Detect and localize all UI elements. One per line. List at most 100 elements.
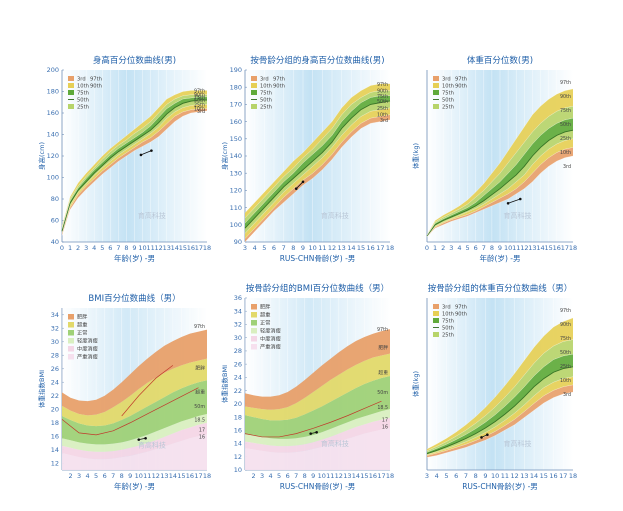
bmi-band xyxy=(62,329,207,416)
y-tick-label: 12 xyxy=(51,459,59,467)
end-label: 17 xyxy=(382,418,388,424)
x-tick-label: 12 xyxy=(328,244,336,252)
y-tick-label: 90 xyxy=(234,238,242,246)
x-tick-label: 1 xyxy=(68,244,72,252)
x-tick-label: 15 xyxy=(177,472,185,480)
x-tick-label: 9 xyxy=(128,472,132,480)
y-tick-label: 100 xyxy=(230,221,242,229)
legend-label: 轻度消瘦 xyxy=(77,337,98,345)
legend-label: 25th xyxy=(442,105,454,111)
y-tick-label: 160 xyxy=(47,109,59,117)
x-tick-label: 16 xyxy=(186,472,194,480)
x-tick-label: 9 xyxy=(311,472,315,480)
x-tick-label: 13 xyxy=(343,472,351,480)
y-tick-label: 140 xyxy=(47,131,59,139)
y-tick-label: 12 xyxy=(234,453,242,461)
patient-trend-line xyxy=(295,181,304,189)
end-label: 3rd xyxy=(197,109,205,115)
end-label: 50th xyxy=(377,99,388,105)
percentile-line-75th xyxy=(61,96,207,230)
legend-swatch xyxy=(251,90,257,95)
percentile-line-90th xyxy=(61,94,207,229)
bmi-band xyxy=(245,409,390,447)
percentile-line-10th xyxy=(426,384,574,456)
y-tick-label: 16 xyxy=(51,432,59,440)
end-label: 75th xyxy=(194,95,205,101)
x-tick-label: 6 xyxy=(474,244,478,252)
chart-title: 按骨龄分组的体重百分位数曲线（男） xyxy=(428,283,573,294)
x-tick-label: 7 xyxy=(282,244,286,252)
end-label: 50th xyxy=(560,350,571,356)
x-tick-label: 11 xyxy=(143,472,151,480)
legend-swatch xyxy=(251,104,257,109)
chart-1: 身高百分位数曲线(男)0 1 2 3 4 5 6 7 8 9 10 11 12 13 14 15 16 17 184… xyxy=(37,55,211,263)
x-tick-label: 14 xyxy=(171,244,179,252)
legend-label: 正常 xyxy=(260,319,270,327)
percentile-line-97th xyxy=(244,83,390,213)
legend-label: 50th xyxy=(442,98,454,104)
legend-swatch xyxy=(433,332,439,337)
legend-label: 10th xyxy=(77,84,89,90)
percentile-line-3rd xyxy=(426,391,574,458)
legend-label: 超重 xyxy=(77,321,87,329)
legend-label: 97th xyxy=(455,305,467,311)
patient-point xyxy=(486,433,489,436)
y-tick-label: 40 xyxy=(51,238,59,246)
y-tick-label: 34 xyxy=(234,307,242,315)
x-tick-label: 8 xyxy=(490,244,494,252)
y-tick-label: 36 xyxy=(234,294,242,302)
legend-swatch xyxy=(433,318,439,323)
legend-label: 中度消瘦 xyxy=(260,335,281,343)
y-tick-label: 30 xyxy=(51,338,59,346)
legend-swatch xyxy=(433,76,439,81)
x-tick-label: 10 xyxy=(504,244,512,252)
x-tick-label: 9 xyxy=(498,244,502,252)
legend-label: 50th xyxy=(77,98,89,104)
x-tick-label: 9 xyxy=(483,472,487,480)
x-tick-label: 3 xyxy=(84,244,88,252)
x-tick-label: 18 xyxy=(203,472,211,480)
x-tick-label: 2 xyxy=(441,244,445,252)
legend-swatch xyxy=(251,328,257,334)
x-tick-label: 14 xyxy=(536,244,544,252)
bmi-band xyxy=(62,413,207,452)
percentile-band-25th-50th xyxy=(427,366,573,455)
x-tick-label: 12 xyxy=(152,472,160,480)
legend-swatch xyxy=(68,76,74,81)
y-tick-label: 30 xyxy=(234,334,242,342)
percentile-line-50th xyxy=(61,99,207,232)
legend-label: 97th xyxy=(90,77,102,83)
end-label: 25th xyxy=(560,136,571,142)
legend-label: 3rd xyxy=(442,77,451,83)
x-tick-label: 6 xyxy=(103,472,107,480)
x-tick-label: 16 xyxy=(553,244,561,252)
legend-label: 10th xyxy=(260,84,272,90)
x-tick-label: 11 xyxy=(512,244,520,252)
x-tick-label: 9 xyxy=(301,244,305,252)
x-tick-label: 17 xyxy=(376,244,384,252)
x-tick-label: 16 xyxy=(187,244,195,252)
x-tick-label: 5 xyxy=(94,472,98,480)
legend-label: 轻度消瘦 xyxy=(260,327,281,335)
x-axis-label: RUS-CHN骨龄(岁) -男 xyxy=(462,481,538,491)
x-tick-label: 6 xyxy=(454,472,458,480)
percentile-line-25th xyxy=(426,138,574,237)
end-label: 90th xyxy=(377,89,388,95)
end-label: 18.5 xyxy=(377,405,388,411)
legend-label: 97th xyxy=(273,77,285,83)
x-tick-label: 3 xyxy=(425,472,429,480)
x-tick-label: 12 xyxy=(510,472,518,480)
y-tick-label: 28 xyxy=(51,351,59,359)
patient-point xyxy=(139,153,143,157)
percentile-band-50th-75th xyxy=(427,354,573,454)
legend-label: 3rd xyxy=(260,77,269,83)
end-label: 97th xyxy=(560,80,571,86)
x-tick-label: 17 xyxy=(377,472,385,480)
legend-swatch xyxy=(433,104,439,109)
y-axis-label: 身高(cm) xyxy=(37,142,46,170)
percentile-line-25th xyxy=(61,104,207,233)
chart-title: 体重百分位数(男) xyxy=(467,55,533,66)
